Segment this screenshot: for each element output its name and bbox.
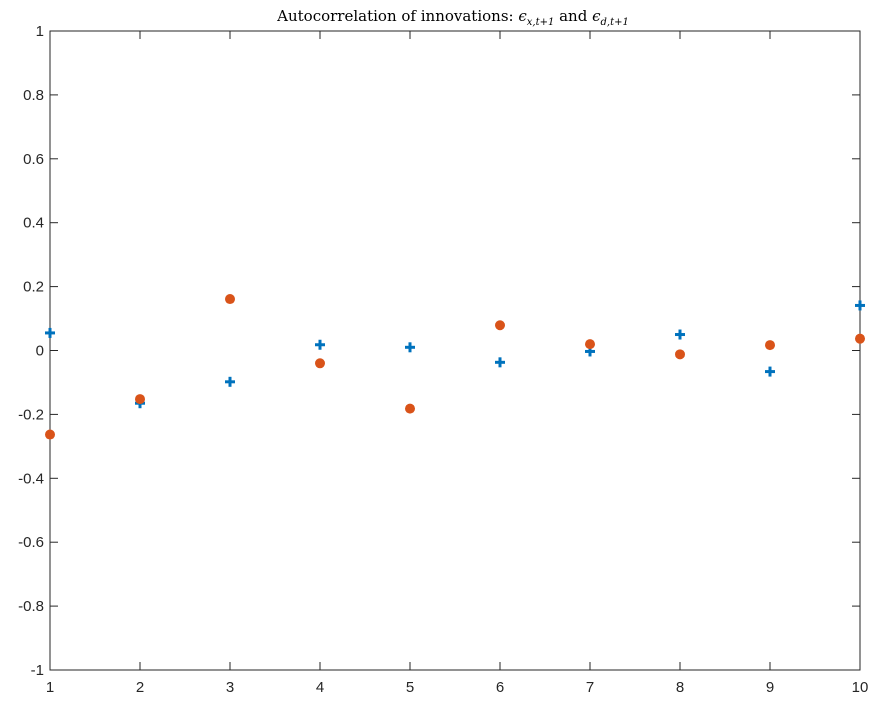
- y-tick-label-5: 0: [36, 343, 44, 360]
- data-points: [45, 294, 865, 440]
- x-tick-label-3: 4: [316, 679, 324, 696]
- chart-title-middle: and: [554, 7, 592, 25]
- series-0-point-0: [45, 327, 55, 338]
- y-tick-label-0: -1: [31, 662, 44, 679]
- series-0-point-3: [315, 339, 325, 350]
- y-tick-label-6: 0.2: [23, 279, 44, 296]
- series-0-point-4: [405, 342, 415, 353]
- y-tick-label-9: 0.8: [23, 87, 44, 104]
- y-axis-tick-labels: -1 -0.8 -0.6 -0.4 -0.2 0 0.2 0.4 0.6 0.8 1: [18, 23, 44, 679]
- y-tick-label-7: 0.4: [23, 215, 44, 232]
- series-0-point-2: [225, 376, 235, 387]
- x-tick-label-0: 1: [46, 679, 54, 696]
- x-tick-label-7: 8: [676, 679, 684, 696]
- chart-title-prefix: Autocorrelation of innovations:: [276, 7, 518, 25]
- series-0-point-5: [495, 357, 505, 368]
- x-tick-label-6: 7: [586, 679, 594, 696]
- series-1-point-8: [765, 340, 775, 351]
- plot-area-box: [49, 30, 861, 671]
- series-1-point-0: [45, 429, 55, 440]
- y-tick-label-4: -0.2: [18, 406, 44, 423]
- y-tick-label-10: 1: [36, 23, 44, 40]
- x-tick-label-4: 5: [406, 679, 414, 696]
- y-tick-label-1: -0.8: [18, 598, 44, 615]
- series-1-point-9: [855, 333, 865, 344]
- series-1-point-1: [135, 394, 145, 405]
- x-tick-label-2: 3: [226, 679, 234, 696]
- chart-title-subscript-1: x,t+1: [527, 17, 555, 28]
- y-tick-label-3: -0.4: [18, 470, 44, 487]
- x-tick-label-5: 6: [496, 679, 504, 696]
- series-1-point-6: [585, 339, 595, 350]
- series-1-point-2: [225, 294, 235, 305]
- y-tick-label-2: -0.6: [18, 534, 44, 551]
- series-0-point-9: [855, 300, 865, 311]
- x-axis-tick-labels: 1 2 3 4 5 6 7 8 9 10: [46, 679, 869, 696]
- axis-ticks: [49, 30, 861, 671]
- chart-title-symbol-1: ϵ: [518, 7, 527, 25]
- series-1-point-4: [405, 403, 415, 414]
- series-0-point-7: [675, 329, 685, 340]
- x-tick-label-8: 9: [766, 679, 774, 696]
- chart-title-symbol-2: ϵ: [592, 7, 601, 25]
- series-1-point-7: [675, 349, 685, 360]
- series-0-point-8: [765, 366, 775, 377]
- x-tick-label-1: 2: [136, 679, 144, 696]
- chart-title: Autocorrelation of innovations: ϵx,t+1 a…: [276, 7, 629, 28]
- y-tick-label-8: 0.6: [23, 151, 44, 168]
- series-1-point-5: [495, 320, 505, 331]
- series-1-point-3: [315, 358, 325, 369]
- x-tick-label-9: 10: [852, 679, 869, 696]
- chart-title-subscript-2: d,t+1: [600, 17, 628, 28]
